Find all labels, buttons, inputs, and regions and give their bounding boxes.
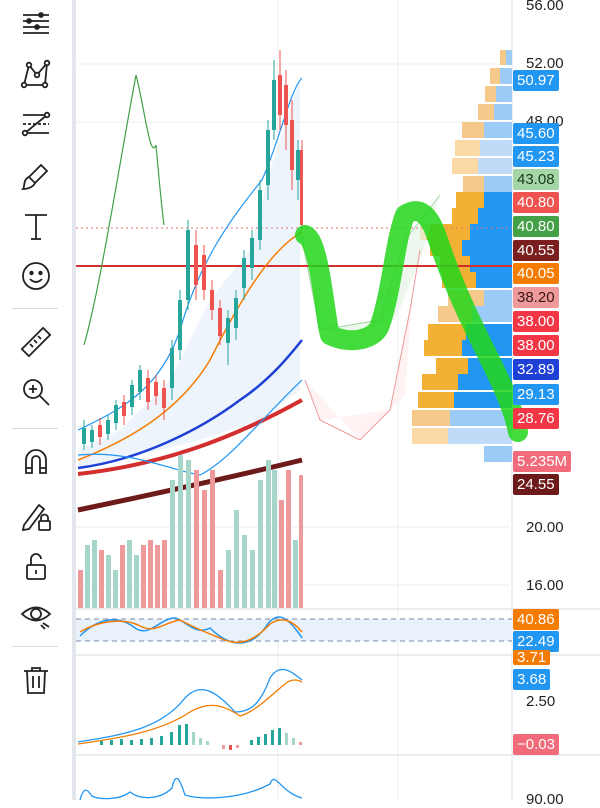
- lagging-line: [83, 74, 165, 346]
- price-tick: 16.00: [526, 577, 564, 594]
- ema-line: [77, 231, 303, 461]
- price-label: 50.97: [513, 70, 559, 91]
- macd-tick: 2.50: [526, 693, 556, 710]
- volume-profile: [412, 50, 512, 462]
- macd-pane: [77, 668, 303, 750]
- price-tick: 20.00: [526, 519, 564, 536]
- eye-icon[interactable]: [10, 592, 62, 636]
- bb-upper-line: [77, 77, 303, 431]
- indicators-menu-icon[interactable]: [10, 2, 62, 46]
- trash-icon[interactable]: [10, 658, 62, 702]
- drawing-toolbar: [0, 0, 72, 800]
- ruler-icon[interactable]: [10, 320, 62, 364]
- price-label: 43.08: [513, 169, 559, 190]
- price-tick: 52.00: [526, 55, 564, 72]
- price-label: 40.80: [513, 192, 559, 213]
- green-drawing-stroke[interactable]: [295, 201, 528, 442]
- price-label: 45.60: [513, 123, 559, 144]
- fib-tool-icon[interactable]: [10, 102, 62, 146]
- price-label: 38.20: [513, 287, 559, 308]
- text-tool-icon[interactable]: [10, 204, 62, 248]
- toolbar-divider: [12, 646, 58, 647]
- bottom-indicator-line: [79, 777, 303, 800]
- price-label: 40.80: [513, 216, 559, 237]
- toolbar-divider: [12, 428, 58, 429]
- unlock-icon[interactable]: [10, 544, 62, 588]
- toolbar-divider: [12, 308, 58, 309]
- price-label: 24.55: [513, 474, 559, 495]
- stoch-k-label: 40.86: [513, 609, 559, 630]
- volume-label: 5.235M: [513, 451, 572, 472]
- price-tick: 56.00: [526, 0, 564, 14]
- price-label: 32.89: [513, 359, 559, 380]
- lock-drawing-icon[interactable]: [10, 494, 62, 538]
- brush-tool-icon[interactable]: [10, 154, 62, 198]
- price-label: 40.05: [513, 263, 559, 284]
- chart-area[interactable]: 56.00 52.00 48.00 20.00 16.00 2.50 90.00…: [76, 0, 600, 808]
- price-label: 45.23: [513, 146, 559, 167]
- emoji-tool-icon[interactable]: [10, 254, 62, 298]
- magnet-icon[interactable]: [10, 440, 62, 484]
- candlesticks[interactable]: [82, 50, 303, 450]
- price-label: 38.00: [513, 335, 559, 356]
- macd-signal-label: 3.71: [513, 650, 551, 665]
- toolbar-border: [72, 0, 76, 800]
- zoom-in-icon[interactable]: [10, 370, 62, 414]
- price-label: 38.00: [513, 311, 559, 332]
- volume-bars: [78, 455, 303, 608]
- macd-line-label: 3.68: [513, 669, 551, 690]
- ma-50-line: [77, 339, 303, 470]
- pattern-tool-icon[interactable]: [10, 52, 62, 96]
- price-label: 40.55: [513, 240, 559, 261]
- macd-histogram-label: −0.03: [513, 734, 559, 755]
- price-label: 29.13: [513, 384, 559, 405]
- stoch-rsi-pane: [76, 616, 512, 644]
- price-label: 28.76: [513, 408, 559, 429]
- stoch-d-label: 22.49: [513, 631, 559, 652]
- ma-100-line: [77, 398, 303, 476]
